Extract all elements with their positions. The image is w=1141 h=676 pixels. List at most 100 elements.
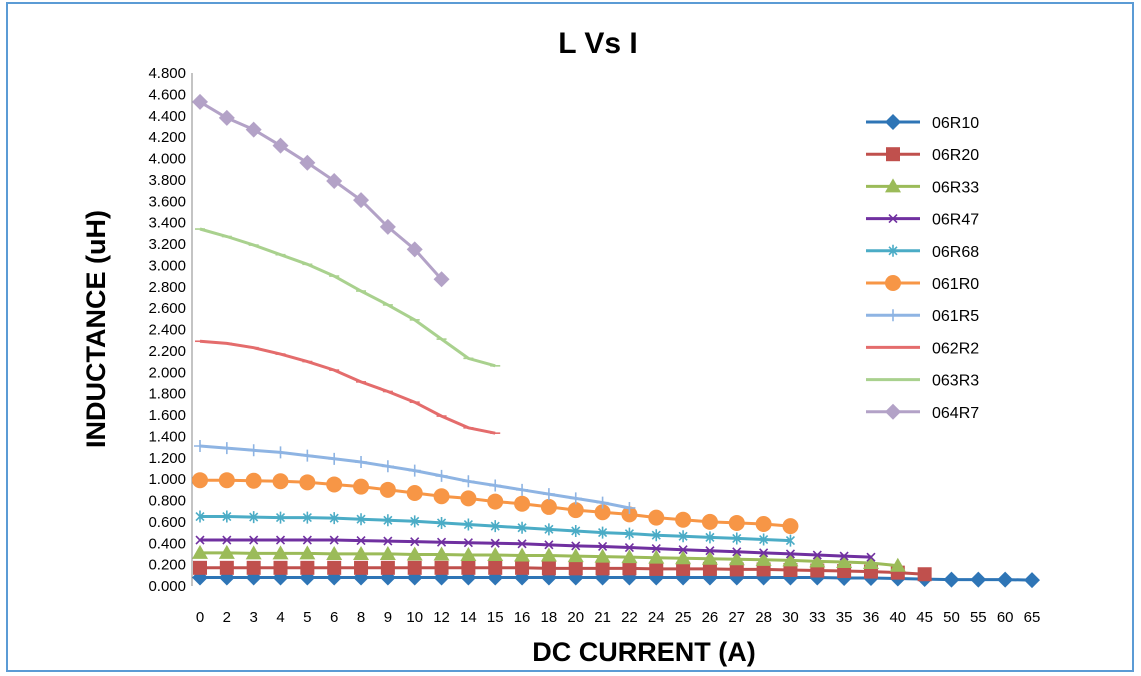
- data-point: [517, 521, 527, 534]
- legend-label: 06R10: [932, 115, 979, 132]
- data-point: [885, 178, 901, 193]
- data-point: [675, 550, 692, 565]
- data-point: [598, 541, 608, 552]
- data-point: [649, 561, 664, 576]
- data-point: [568, 561, 583, 576]
- data-point: [433, 488, 450, 505]
- data-point: [785, 549, 796, 559]
- y-tick-label: 3.800: [148, 172, 186, 189]
- data-point: [272, 473, 289, 490]
- x-tick-label: 10: [406, 609, 423, 626]
- data-point: [1024, 572, 1040, 589]
- x-tick-label: 0: [196, 609, 204, 626]
- data-point: [542, 488, 555, 501]
- x-tick-label: 8: [357, 609, 365, 626]
- x-tick-label: 45: [916, 609, 933, 626]
- x-axis-label: DC CURRENT (A): [532, 637, 755, 667]
- y-tick-label: 3.600: [148, 193, 186, 210]
- data-point: [943, 571, 960, 588]
- y-tick-label: 2.000: [148, 364, 186, 381]
- data-point: [460, 490, 477, 507]
- data-point: [782, 518, 799, 535]
- y-tick-label: 1.600: [148, 407, 186, 424]
- data-point: [567, 548, 584, 563]
- x-tick-label: 27: [728, 609, 745, 626]
- data-point: [514, 495, 531, 512]
- x-tick-label: 14: [460, 609, 477, 626]
- legend-label: 06R68: [932, 244, 979, 261]
- data-point: [541, 561, 556, 576]
- data-point: [274, 446, 287, 459]
- y-tick-label: 1.400: [148, 428, 186, 445]
- x-tick-label: 25: [675, 609, 692, 626]
- data-point: [219, 560, 234, 575]
- data-point: [516, 483, 529, 496]
- data-point: [379, 545, 396, 560]
- data-point: [651, 544, 661, 554]
- series-layer: [192, 93, 1040, 589]
- data-point: [702, 561, 717, 576]
- data-point: [515, 560, 530, 575]
- data-point: [272, 545, 289, 560]
- data-point: [648, 509, 665, 526]
- data-point: [329, 535, 339, 545]
- legend-item: 062R2: [866, 340, 979, 357]
- data-point: [701, 550, 718, 565]
- y-tick-label: 2.800: [148, 279, 186, 296]
- data-point: [675, 511, 692, 528]
- x-tick-label: 36: [863, 609, 880, 626]
- data-point: [247, 444, 260, 457]
- data-point: [755, 516, 772, 533]
- data-point: [195, 510, 205, 523]
- y-tick-label: 2.600: [148, 300, 186, 317]
- data-point: [246, 560, 261, 575]
- data-point: [705, 531, 715, 544]
- x-tick-label: 2: [223, 609, 231, 626]
- x-tick-label: 26: [702, 609, 719, 626]
- data-point: [328, 452, 341, 465]
- data-point: [460, 547, 477, 562]
- legend-item: 06R47: [866, 212, 979, 229]
- data-point: [598, 526, 608, 539]
- data-point: [888, 244, 898, 257]
- series-line: [200, 538, 872, 559]
- data-point: [571, 524, 581, 537]
- y-tick-label: 1.000: [148, 471, 186, 488]
- data-point: [567, 502, 584, 519]
- data-point: [380, 560, 395, 575]
- data-point: [410, 515, 420, 528]
- legend-label: 06R47: [932, 212, 979, 229]
- data-point: [866, 552, 876, 562]
- legend-label: 061R0: [932, 276, 979, 293]
- data-point: [488, 560, 503, 575]
- legend-item: 06R20: [866, 147, 979, 164]
- data-point: [759, 533, 769, 546]
- legend-label: 062R2: [932, 340, 979, 357]
- data-point: [406, 546, 423, 561]
- data-point: [354, 560, 369, 575]
- data-point: [885, 403, 901, 420]
- x-tick-label: 6: [330, 609, 338, 626]
- y-tick-label: 0.600: [148, 514, 186, 531]
- data-point: [517, 539, 527, 549]
- series-line: [200, 576, 1033, 582]
- x-tick-label: 16: [514, 609, 531, 626]
- data-point: [487, 493, 504, 510]
- data-point: [595, 561, 610, 576]
- series-line: [200, 566, 925, 576]
- data-point: [272, 137, 289, 154]
- data-point: [463, 538, 473, 548]
- legend: 06R10 06R20 06R33 06R47 06R68 061R0 061R5 062R2…: [866, 114, 979, 422]
- data-point: [245, 472, 262, 489]
- data-point: [970, 571, 987, 588]
- legend-label: 064R7: [932, 405, 979, 422]
- data-point: [569, 492, 582, 505]
- legend-item: 061R5: [866, 308, 979, 325]
- y-tick-label: 1.800: [148, 386, 186, 403]
- data-point: [624, 542, 634, 553]
- data-point: [729, 562, 744, 577]
- data-point: [218, 472, 235, 489]
- y-tick-label: 3.200: [148, 236, 186, 253]
- data-point: [594, 504, 611, 521]
- data-point: [273, 560, 288, 575]
